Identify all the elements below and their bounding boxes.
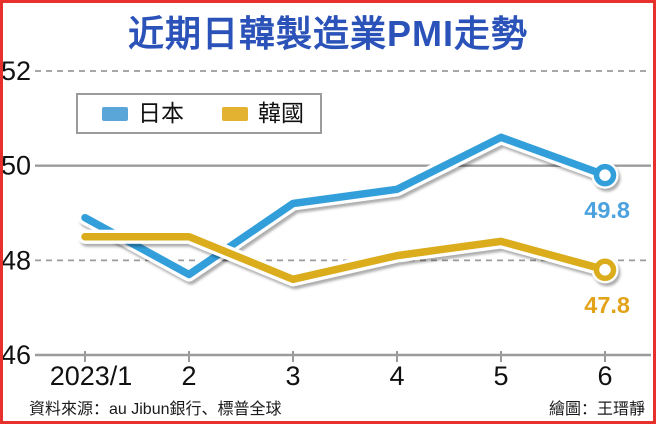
svg-text:48: 48 [3,245,31,275]
pmi-chart: 52 50 48 46 2023/1 2 3 4 5 6 49.8 47.8 [3,56,651,391]
svg-text:46: 46 [3,340,31,370]
legend-item-korea: 韓國 [222,102,304,125]
svg-text:4: 4 [389,361,404,391]
page-title: 近期日韓製造業PMI走勢 [127,13,528,54]
end-label-日本: 49.8 [584,197,630,223]
svg-text:50: 50 [3,151,31,181]
legend-item-japan: 日本 [102,102,184,125]
footer: 資料來源：au Jibun銀行、標普全球 繪圖：王瑨靜 [3,395,653,419]
svg-text:5: 5 [493,361,508,391]
legend-label-korea: 韓國 [258,100,304,126]
series-日本 [78,130,619,282]
svg-text:52: 52 [3,56,31,86]
series-韓國 [78,229,619,287]
svg-text:2023/1: 2023/1 [50,361,133,391]
svg-text:3: 3 [285,361,300,391]
end-label-韓國: 47.8 [584,292,630,318]
source-note: 資料來源：au Jibun銀行、標普全球 [29,401,282,418]
legend: 日本 韓國 [76,93,322,134]
credit-note: 繪圖：王瑨靜 [548,401,645,418]
legend-label-japan: 日本 [138,100,184,126]
japan-swatch-icon [102,106,128,121]
svg-text:6: 6 [597,361,612,391]
svg-text:2: 2 [181,361,196,391]
korea-swatch-icon [222,106,248,121]
